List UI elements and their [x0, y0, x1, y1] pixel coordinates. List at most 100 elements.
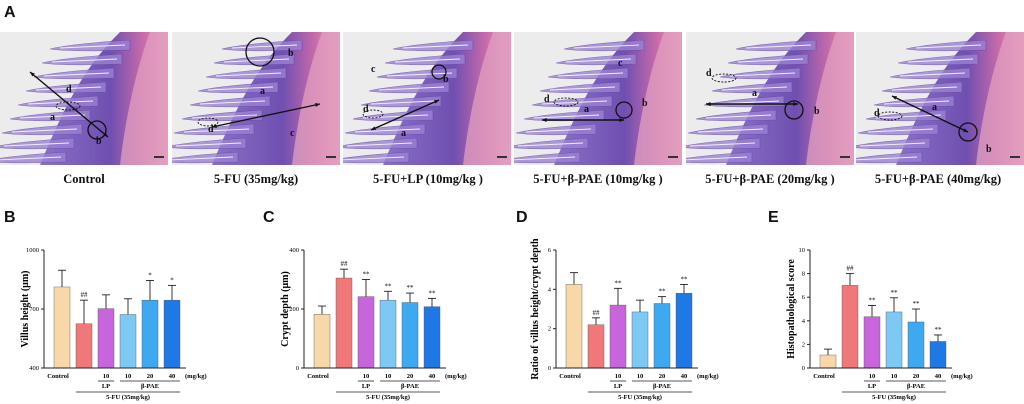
he-stained-section-image: a b d: [0, 32, 168, 165]
caption-pae-20: 5-FU+β-PAE (20mg/kg ): [705, 172, 835, 186]
chart-b-villus-height: Villus height (μm) 400 700 1000 ## * * Control 1…: [0, 230, 250, 402]
significance-marker: ##: [341, 260, 349, 268]
bar-4: [379, 299, 397, 369]
panel-letter-a: A: [4, 4, 16, 21]
y-tick-label: 4: [802, 318, 806, 325]
annotation-label-a: a: [932, 102, 937, 113]
x-dose-label: 40: [935, 373, 942, 380]
annotation-label-a: a: [584, 104, 589, 115]
annotation-label-d: d: [66, 84, 72, 95]
significance-marker: **: [869, 296, 877, 304]
y-tick-label: 6: [548, 247, 552, 254]
bar-6: [929, 341, 947, 369]
y-tick-label: 4: [548, 286, 552, 293]
annotation-label-a: a: [50, 112, 55, 123]
pae-group-label: β-PAE: [401, 383, 419, 390]
he-stained-section-image: a b d: [856, 32, 1024, 165]
caption-pae-40: 5-FU+β-PAE (40mg/kg): [874, 172, 1002, 186]
he-stained-section-image: a b c d: [343, 32, 511, 165]
significance-marker: **: [385, 282, 393, 290]
bar-6: [163, 299, 181, 369]
y-tick-label: 8: [802, 271, 805, 278]
annotation-label-b: b: [96, 136, 102, 147]
chart-c-crypt-depth: Crypt depth (μm) 0 200 400 ## ** ** ** ** Control…: [260, 230, 510, 402]
y-tick-label: 700: [29, 306, 39, 313]
significance-marker: ##: [847, 265, 855, 273]
bar-6: [423, 306, 441, 369]
y-tick-label: 6: [802, 294, 806, 301]
bar-3: [863, 316, 881, 369]
bar-1: [819, 354, 837, 369]
annotation-label-d: d: [874, 108, 880, 119]
annotation-label-c: c: [290, 128, 295, 139]
significance-marker: **: [913, 300, 921, 308]
fu-group-label: 5-FU (35mg/kg): [618, 394, 662, 401]
bar-2: [335, 277, 353, 369]
panel-letter-d: D: [516, 209, 528, 226]
bar-2: [587, 324, 605, 369]
pae-group-label: β-PAE: [141, 383, 159, 390]
y-axis-title: Crypt depth (μm): [280, 271, 291, 347]
y-axis-title: Ratio of villus height/crypt depth: [530, 238, 541, 380]
x-label-control: Control: [307, 373, 329, 380]
bar-4: [631, 311, 649, 369]
x-dose-label: 20: [407, 373, 414, 380]
bar-chart-svg: Villus height (μm) 400 700 1000 ## * * Control 1…: [20, 247, 207, 401]
x-dose-label: 10: [615, 373, 622, 380]
micrograph-4: a b c d: [514, 32, 682, 165]
significance-marker: *: [170, 276, 174, 284]
chart-e-histo-score: Histopathological score 0 2 4 6 8 10 ## ** ** ** **…: [766, 230, 1016, 402]
caption-lp: 5-FU+LP (10mg/kg ): [373, 172, 483, 186]
significance-marker: *: [148, 271, 152, 279]
annotation-label-a: a: [752, 88, 757, 99]
x-dose-label: 40: [429, 373, 436, 380]
bar-5: [653, 303, 671, 369]
y-tick-label: 0: [296, 365, 299, 372]
x-unit-label: (mg/kg): [951, 373, 973, 380]
micrograph-6: a b d: [856, 32, 1024, 165]
significance-marker: **: [407, 284, 415, 292]
fu-group-label: 5-FU (35mg/kg): [366, 394, 410, 401]
x-unit-label: (mg/kg): [697, 373, 719, 380]
annotation-label-d: d: [706, 68, 712, 79]
x-dose-label: 10: [869, 373, 876, 380]
significance-marker: **: [429, 289, 437, 297]
bar-3: [97, 308, 115, 369]
bar-chart-svg: Ratio of villus height/crypt depth 0 2 4 6 ##…: [530, 238, 719, 401]
x-dose-label: 20: [147, 373, 154, 380]
x-dose-label: 10: [363, 373, 370, 380]
he-stained-section-image: a b d: [686, 32, 854, 165]
chart-d-ratio: Ratio of villus height/crypt depth 0 2 4 6 ##…: [512, 230, 762, 402]
bar-3: [609, 304, 627, 369]
x-dose-label: 10: [891, 373, 898, 380]
y-tick-label: 200: [289, 306, 299, 313]
annotation-label-b: b: [443, 74, 449, 85]
micrograph-row: a b d a b c d a b c d a b c d a b d a b d: [0, 32, 1024, 165]
x-label-control: Control: [559, 373, 581, 380]
lp-group-label: LP: [868, 383, 876, 390]
annotation-label-a: a: [260, 86, 265, 97]
lp-group-label: LP: [362, 383, 370, 390]
x-label-control: Control: [813, 373, 835, 380]
annotation-label-b: b: [814, 106, 820, 117]
bar-5: [141, 299, 159, 369]
bar-6: [675, 293, 693, 369]
y-tick-label: 0: [548, 365, 551, 372]
annotation-label-c: c: [371, 64, 376, 75]
significance-marker: **: [659, 288, 667, 296]
significance-marker: **: [891, 289, 899, 297]
micrograph-5: a b d: [686, 32, 854, 165]
bar-2: [75, 323, 93, 369]
panel-letter-b: B: [4, 209, 16, 226]
caption-control: Control: [63, 172, 105, 186]
annotation-label-b: b: [642, 98, 648, 109]
annotation-label-d: d: [208, 124, 214, 135]
caption-pae-10: 5-FU+β-PAE (10mg/kg ): [533, 172, 663, 186]
fu-group-label: 5-FU (35mg/kg): [872, 394, 916, 401]
significance-marker: **: [615, 279, 623, 287]
annotation-label-b: b: [288, 48, 294, 59]
y-axis-title: Villus height (μm): [20, 271, 31, 348]
bar-chart-svg: Crypt depth (μm) 0 200 400 ## ** ** ** ** Control…: [280, 247, 467, 401]
x-dose-label: 10: [385, 373, 392, 380]
y-tick-label: 2: [802, 341, 805, 348]
